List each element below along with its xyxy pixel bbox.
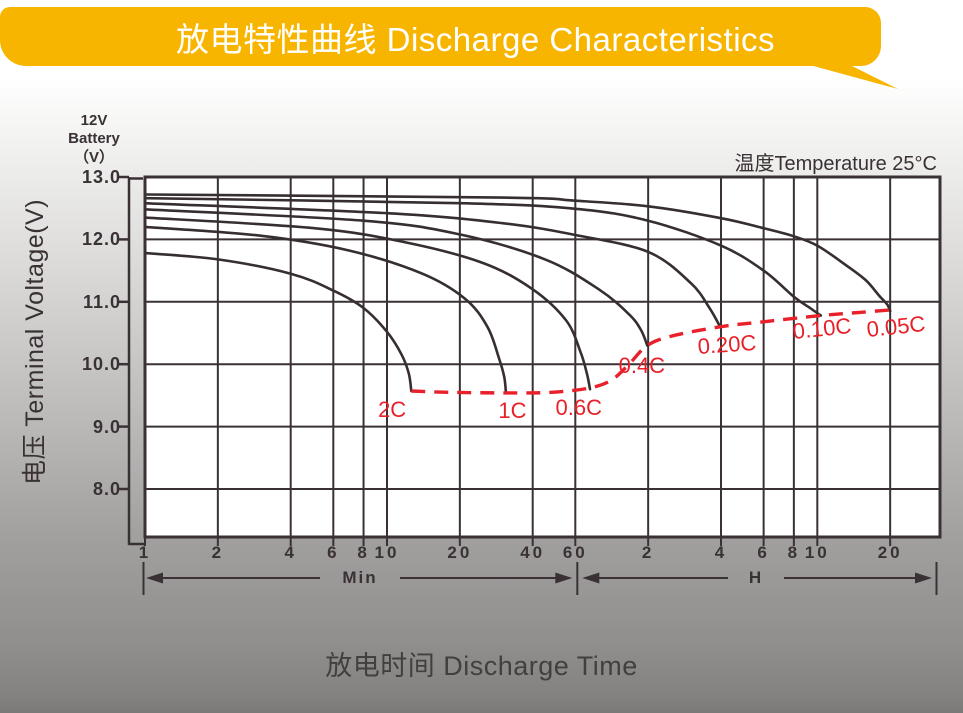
x-tick-label-min-4: 4 <box>284 543 297 562</box>
x-unit-label-min: Min <box>342 568 378 587</box>
y-tick-label-9.0: 9.0 <box>92 416 121 437</box>
curve-0.10C <box>146 196 823 317</box>
battery-type-line2: Battery <box>68 130 120 148</box>
temperature-annotation: 温度Temperature 25°C <box>734 153 937 175</box>
battery-type-label: 12V Battery （V） <box>56 112 132 167</box>
curve-label-0.4C: 0.4C <box>618 353 666 379</box>
curve-0.05C <box>146 193 892 313</box>
curve-2C <box>146 251 413 393</box>
x-tick-label-min-6: 6 <box>327 543 340 562</box>
battery-type-line1: 12V <box>80 112 108 129</box>
cutoff-envelope-line <box>411 308 891 395</box>
x-tick-label-min-60: 60 <box>562 543 588 562</box>
x-tick-label-min-2: 2 <box>211 543 225 562</box>
y-tick-label-8.0: 8.0 <box>92 479 121 499</box>
curve-0.4C <box>146 208 649 347</box>
x-tick-label-h-6: 6 <box>757 543 770 562</box>
x-tick-label-min-10: 10 <box>374 543 400 562</box>
x-tick-label-h-4: 4 <box>714 543 728 562</box>
page-title: 放电特性曲线 Discharge Characteristics <box>175 20 776 58</box>
x-tick-label-min-20: 20 <box>447 543 473 562</box>
title-banner: 放电特性曲线 Discharge Characteristics <box>0 7 881 66</box>
x-tick-label-h-2: 2 <box>641 543 655 562</box>
x-tick-label-min-40: 40 <box>520 543 546 562</box>
y-tick-label-13.0: 13.0 <box>81 167 121 187</box>
banner-tail <box>795 61 898 89</box>
plot-area <box>145 177 940 537</box>
curve-label-2C: 2C <box>378 396 407 422</box>
x-tick-label-min-1: 1 <box>138 543 152 562</box>
x-tick-label-min-8: 8 <box>357 543 370 562</box>
battery-type-line3: （V） <box>73 148 114 166</box>
curve-1C <box>146 225 508 394</box>
discharge-curves <box>146 193 892 394</box>
curve-label-0.6C: 0.6C <box>555 394 602 420</box>
grid <box>145 177 940 537</box>
x-tick-label-h-8: 8 <box>787 543 801 562</box>
x-tick-label-h-20: 20 <box>877 543 903 562</box>
y-tick-label-12.0: 12.0 <box>81 229 121 250</box>
y-axis-title: 电压 Terminal Voltage(V) <box>21 198 49 486</box>
y-tick-label-10.0: 10.0 <box>81 354 121 375</box>
y-axis-bracket <box>117 175 146 546</box>
curve-label-1C: 1C <box>498 398 527 423</box>
curve-label-0.20C: 0.20C <box>697 329 758 359</box>
x-tick-marks <box>144 537 892 546</box>
x-unit-arrows <box>142 562 938 595</box>
y-tick-label-11.0: 11.0 <box>82 291 121 312</box>
x-unit-label-hours: H <box>748 568 764 587</box>
curve-0.6C <box>146 216 592 391</box>
x-tick-label-h-10: 10 <box>804 543 830 562</box>
x-axis-title: 放电时间 Discharge Time <box>325 651 638 681</box>
plot-border <box>143 175 942 539</box>
curve-0.20C <box>146 201 722 329</box>
